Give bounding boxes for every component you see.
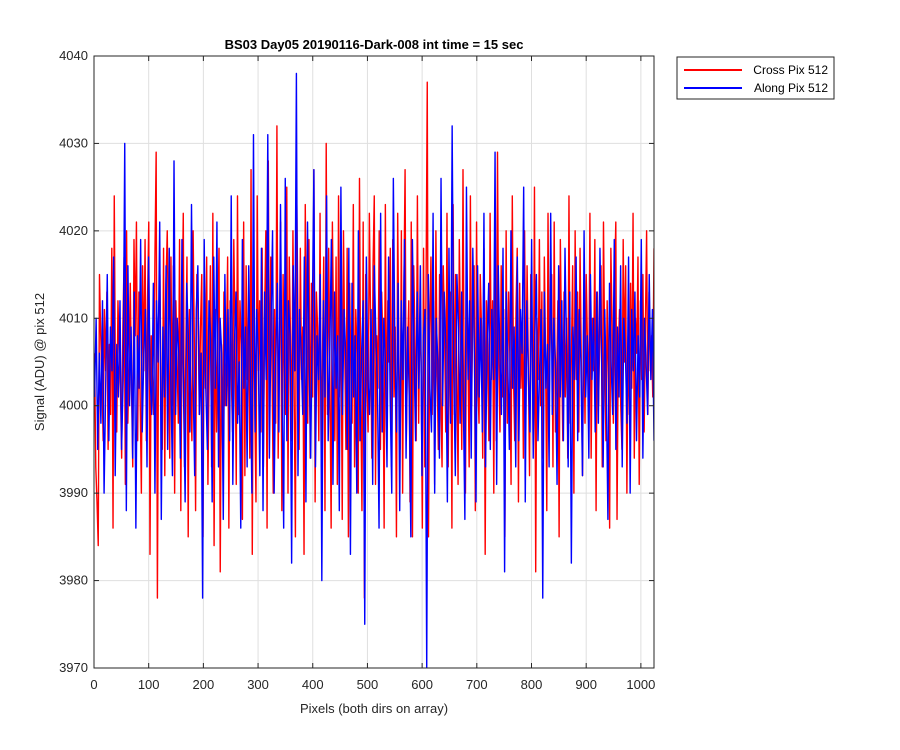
y-tick-label-3970: 3970 (59, 660, 88, 675)
y-tick-label-4040: 4040 (59, 48, 88, 63)
x-tick-label-700: 700 (466, 677, 488, 692)
y-tick-label-4020: 4020 (59, 223, 88, 238)
x-axis-ticks: 0 100 200 300 400 500 600 700 800 900 1000 (90, 56, 655, 692)
x-tick-label-800: 800 (521, 677, 543, 692)
x-tick-label-400: 400 (302, 677, 324, 692)
series-layer (94, 72, 654, 668)
plot-frame (93, 55, 655, 669)
x-tick-label-600: 600 (411, 677, 433, 692)
x-tick-label-200: 200 (193, 677, 215, 692)
series-line-along-pix-512 (94, 72, 654, 668)
x-tick-label-100: 100 (138, 677, 160, 692)
series-line-cross-pix-512 (94, 81, 654, 599)
y-tick-label-4010: 4010 (59, 310, 88, 325)
x-tick-label-0: 0 (90, 677, 97, 692)
y-tick-label-4030: 4030 (59, 135, 88, 150)
x-tick-label-1000: 1000 (626, 677, 655, 692)
y-axis-ticks: 3970 3980 3990 4000 4010 4020 4030 4040 (59, 48, 654, 675)
x-tick-label-900: 900 (575, 677, 597, 692)
legend-box (676, 56, 835, 100)
y-tick-label-3980: 3980 (59, 573, 88, 588)
x-tick-label-300: 300 (247, 677, 269, 692)
x-axis-label: Pixels (both dirs on array) (300, 701, 448, 716)
y-tick-label-3990: 3990 (59, 485, 88, 500)
legend-label-along: Along Pix 512 (754, 81, 828, 95)
chart-title: BS03 Day05 20190116-Dark-008 int time = … (225, 37, 524, 52)
y-tick-label-4000: 4000 (59, 398, 88, 413)
legend-label-cross: Cross Pix 512 (753, 63, 828, 77)
y-axis-label: Signal (ADU) @ pix 512 (32, 293, 47, 431)
legend: Cross Pix 512 Along Pix 512 (676, 56, 835, 100)
x-tick-label-500: 500 (357, 677, 379, 692)
